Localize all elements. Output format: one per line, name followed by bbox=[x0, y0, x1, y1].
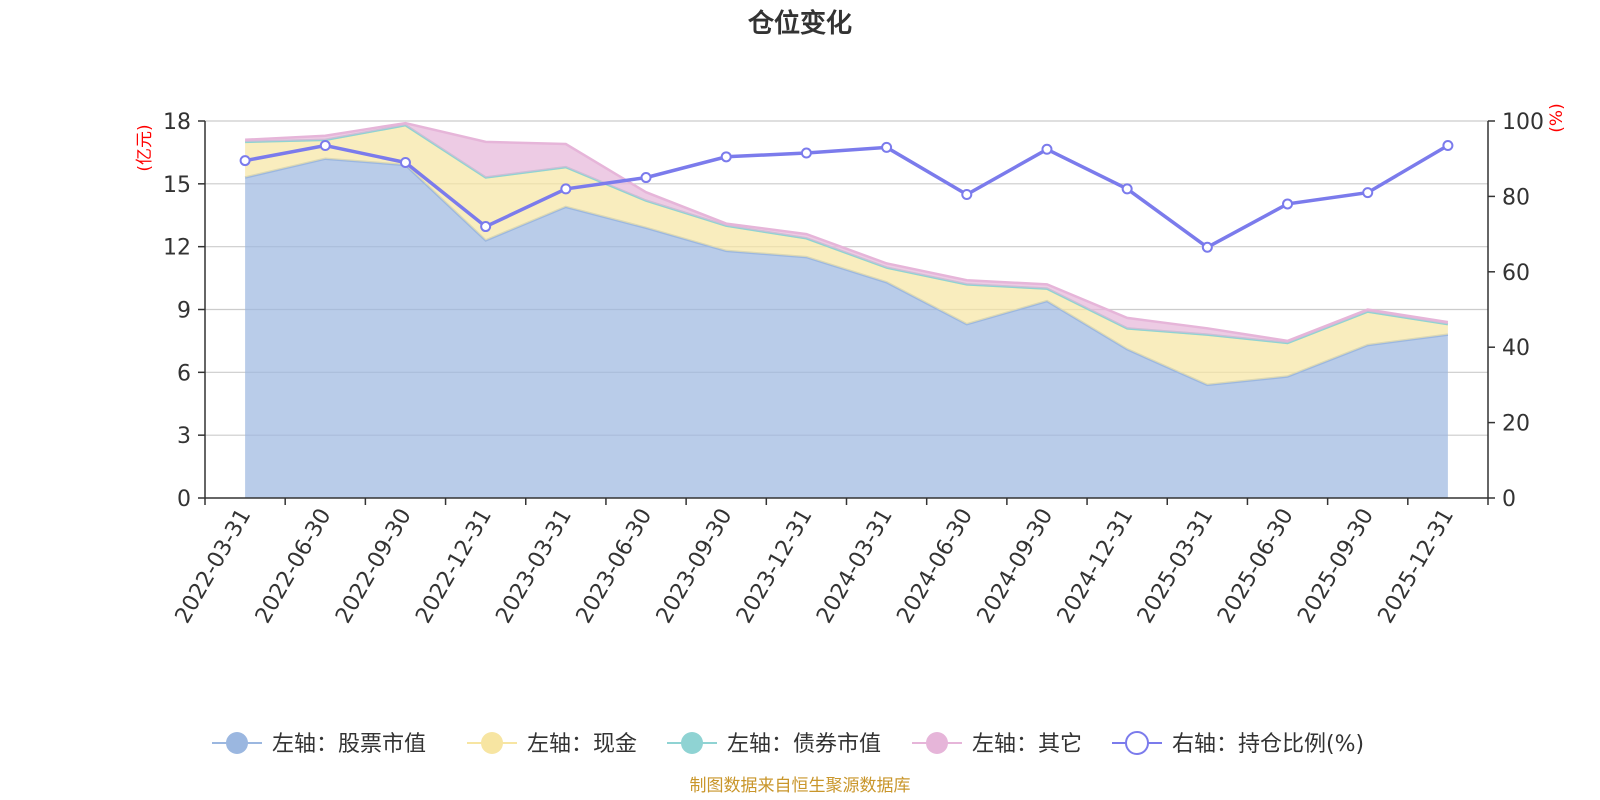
x-tick-label: 2023-09-30 bbox=[652, 505, 738, 628]
x-tick-label: 2022-12-31 bbox=[411, 505, 497, 628]
x-tick-label: 2024-09-30 bbox=[973, 505, 1059, 628]
ratio-point bbox=[1362, 187, 1374, 199]
ratio-line-path bbox=[244, 143, 1449, 250]
legend-item: 左轴：其它 bbox=[912, 732, 1082, 757]
x-tick-label: 2024-03-31 bbox=[812, 505, 898, 628]
ratio-point bbox=[319, 140, 331, 152]
ratio-point bbox=[1201, 241, 1213, 253]
x-tick-label: 2025-12-31 bbox=[1374, 505, 1460, 628]
legend-item: 左轴：股票市值 bbox=[212, 732, 426, 757]
x-tick-label: 2023-06-30 bbox=[572, 505, 658, 628]
left-axis-unit: (亿元) bbox=[135, 124, 155, 171]
x-tick-label: 2022-09-30 bbox=[331, 505, 417, 628]
x-tick-label: 2023-03-31 bbox=[491, 505, 577, 628]
ratio-point bbox=[800, 147, 812, 159]
ratio-point bbox=[720, 151, 732, 163]
left-tick-label: 12 bbox=[163, 236, 191, 261]
area-series-0 bbox=[245, 158, 1448, 498]
x-tick-label: 2022-06-30 bbox=[251, 505, 337, 628]
ratio-point bbox=[399, 156, 411, 168]
right-tick-label: 60 bbox=[1502, 261, 1530, 286]
x-tick-label: 2024-06-30 bbox=[892, 505, 978, 628]
legend-marker bbox=[926, 732, 948, 754]
right-tick-label: 80 bbox=[1502, 185, 1530, 210]
legend-label: 左轴：其它 bbox=[972, 732, 1082, 757]
legend-marker bbox=[1125, 731, 1149, 755]
right-tick-label: 100 bbox=[1502, 110, 1544, 135]
ratio-point bbox=[1282, 198, 1294, 210]
left-tick-label: 15 bbox=[163, 173, 191, 198]
ratio-point bbox=[881, 141, 893, 153]
x-tick-label: 2023-12-31 bbox=[732, 505, 818, 628]
legend-item: 左轴：债券市值 bbox=[667, 732, 881, 757]
area-edge-3 bbox=[245, 121, 1449, 343]
legend-label: 左轴：债券市值 bbox=[727, 732, 881, 757]
right-tick-label: 0 bbox=[1502, 487, 1516, 512]
ratio-point bbox=[1041, 143, 1053, 155]
x-tick-label: 2022-03-31 bbox=[171, 505, 257, 628]
ratio-point bbox=[961, 189, 973, 201]
ratio-point bbox=[239, 155, 251, 167]
ratio-point bbox=[1121, 183, 1133, 195]
left-tick-label: 18 bbox=[163, 110, 191, 135]
legend-label: 左轴：现金 bbox=[527, 732, 637, 757]
left-tick-label: 0 bbox=[177, 487, 191, 512]
ratio-point bbox=[480, 221, 492, 233]
ratio-point bbox=[1442, 140, 1454, 152]
left-tick-label: 9 bbox=[177, 299, 191, 324]
right-axis-unit: (%) bbox=[1547, 103, 1567, 132]
stacked-areas bbox=[244, 121, 1449, 498]
legend-label: 左轴：股票市值 bbox=[272, 732, 426, 757]
area-series-1 bbox=[245, 125, 1448, 385]
legend-item: 左轴：现金 bbox=[467, 732, 637, 757]
right-tick-label: 20 bbox=[1502, 412, 1530, 437]
x-tick-label: 2025-03-31 bbox=[1133, 505, 1219, 628]
ratio-point bbox=[640, 172, 652, 184]
x-tick-label: 2025-06-30 bbox=[1213, 505, 1299, 628]
legend-item: 右轴：持仓比例(%) bbox=[1112, 731, 1364, 757]
holding-ratio-line bbox=[239, 140, 1454, 253]
left-tick-label: 6 bbox=[177, 361, 191, 386]
x-tick-label: 2025-09-30 bbox=[1293, 505, 1379, 628]
legend-marker bbox=[681, 732, 703, 754]
source-note: 制图数据来自恒生聚源数据库 bbox=[690, 776, 911, 796]
left-tick-label: 3 bbox=[177, 424, 191, 449]
legend-label: 右轴：持仓比例(%) bbox=[1172, 732, 1364, 757]
legend: 左轴：股票市值 左轴：现金 左轴：债券市值 左轴：其它 右轴：持仓比例(%) bbox=[212, 731, 1364, 757]
x-tick-label: 2024-12-31 bbox=[1053, 505, 1139, 628]
legend-marker bbox=[226, 732, 248, 754]
chart-title: 仓位变化 bbox=[747, 8, 852, 39]
ratio-point bbox=[560, 183, 572, 195]
right-tick-label: 40 bbox=[1502, 336, 1530, 361]
legend-marker bbox=[481, 732, 503, 754]
